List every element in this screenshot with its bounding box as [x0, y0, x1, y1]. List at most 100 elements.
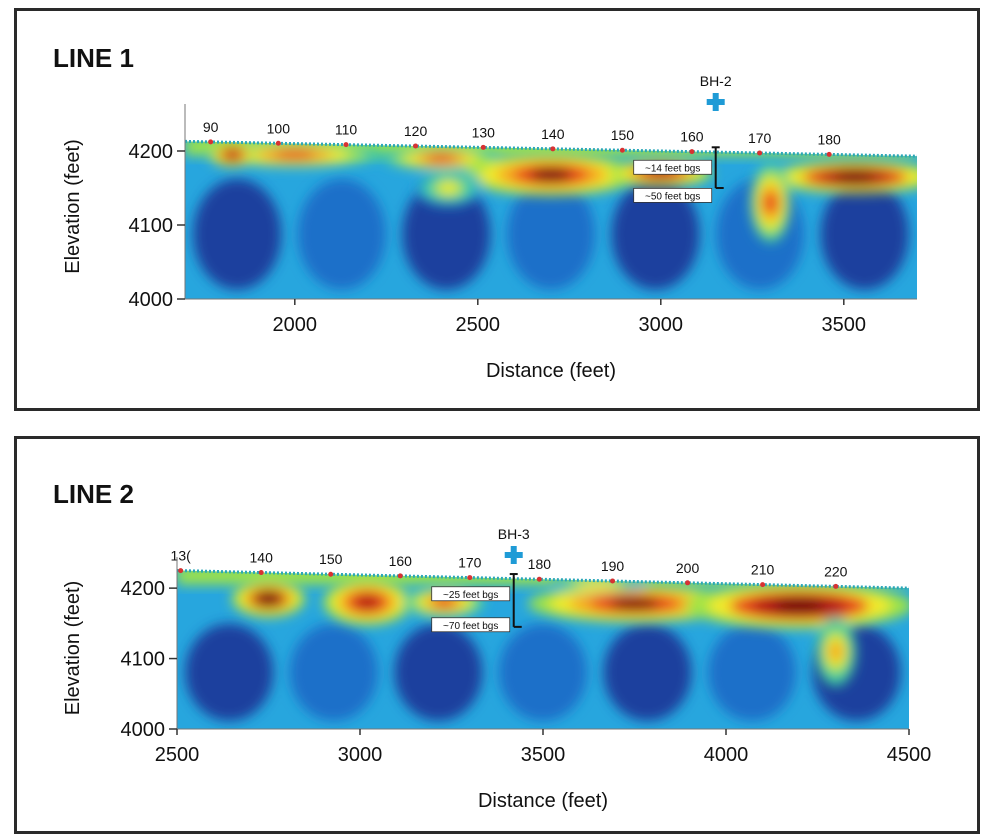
anomaly: [770, 160, 917, 194]
x-tick-label: 3500: [822, 314, 867, 336]
line-2-panel: LINE 2 13(140 150 160 170 180 190 200 210 220 BH-…: [14, 436, 980, 834]
station-label: 160: [389, 553, 413, 569]
anomaly-ring: [438, 182, 459, 194]
x-axis-label: Distance (feet): [478, 790, 608, 812]
station-label: 150: [319, 551, 343, 567]
low-resistivity-zone: [394, 623, 483, 721]
station-marker: [397, 573, 403, 579]
anomaly: [528, 585, 741, 623]
station-marker: [258, 570, 264, 576]
x-tick-label: 4000: [704, 744, 749, 766]
station-label: 100: [267, 120, 291, 136]
anomaly: [750, 162, 792, 243]
line-1-panel: LINE 1 90 100 110 120 130 140 150 160 170 180 BH-2…: [14, 8, 980, 411]
y-tick-label: 4000: [129, 289, 174, 311]
anomaly-ring: [834, 171, 875, 183]
station-marker: [760, 582, 766, 588]
station-marker: [826, 151, 832, 157]
y-axis-label: Elevation (feet): [62, 139, 84, 274]
low-resistivity-zone: [603, 623, 692, 721]
anomaly-ring: [773, 598, 826, 613]
anomaly: [382, 146, 501, 171]
station-marker: [343, 142, 349, 148]
station-marker: [178, 568, 184, 574]
station-label: 170: [748, 130, 772, 146]
station-marker: [833, 583, 839, 589]
station-marker: [467, 575, 473, 581]
line-2-chart: 13(140 150 160 170 180 190 200 210 220 BH-3 ~25 fe…: [62, 526, 932, 812]
y-tick-label: 4100: [121, 649, 166, 671]
low-resistivity-zone: [820, 178, 909, 290]
x-tick-label: 4500: [887, 744, 932, 766]
anomaly: [231, 580, 306, 618]
station-label: 190: [601, 558, 625, 574]
station-marker: [480, 144, 486, 150]
anomaly-ring: [585, 580, 611, 589]
resistivity-section: [177, 570, 909, 729]
annotation-text: ~14 feet bgs: [645, 163, 700, 174]
station-label: 210: [751, 562, 775, 578]
resistivity-section: [185, 141, 917, 299]
station-marker: [757, 150, 763, 156]
annotation-text: ~50 feet bgs: [645, 191, 700, 202]
low-resistivity-zone: [289, 623, 378, 721]
x-tick-label: 3000: [338, 744, 383, 766]
station-label: 130: [472, 124, 496, 140]
anomaly: [685, 583, 909, 629]
anomaly: [415, 170, 482, 206]
anomaly-ring: [828, 642, 844, 661]
borehole-cross-v: [510, 546, 517, 564]
anomaly: [815, 616, 857, 687]
low-resistivity-zone: [611, 178, 700, 290]
anomaly-ring: [224, 149, 241, 160]
borehole-label: BH-2: [700, 73, 732, 89]
station-marker: [275, 140, 281, 146]
low-resistivity-zone: [708, 623, 797, 721]
station-label: 140: [250, 550, 274, 566]
station-marker: [550, 146, 556, 152]
annotation-text: ~70 feet bgs: [443, 621, 498, 632]
station-marker: [208, 139, 214, 145]
low-resistivity-zone: [297, 178, 386, 290]
station-label: 180: [528, 556, 552, 572]
station-label: 13(: [171, 548, 192, 564]
station-label: 200: [676, 560, 700, 576]
station-label: 110: [335, 122, 358, 138]
anomaly: [462, 153, 640, 196]
low-resistivity-zone: [402, 178, 491, 290]
line-1-chart: 90 100 110 120 130 140 150 160 170 180 BH-2 ~14 fee…: [62, 73, 918, 382]
station-marker: [536, 576, 542, 582]
station-marker: [610, 578, 616, 584]
station-label: 90: [203, 119, 219, 135]
station-marker: [619, 147, 625, 153]
y-tick-label: 4000: [121, 719, 166, 741]
annotation-box: [633, 159, 713, 175]
panel-title: LINE 1: [53, 43, 134, 73]
station-marker: [328, 571, 334, 577]
x-axis-label: Distance (feet): [486, 360, 616, 382]
x-tick-label: 2500: [155, 744, 200, 766]
low-resistivity-zone: [507, 178, 595, 290]
annotation-box: [633, 187, 713, 203]
anomaly-ring: [355, 595, 380, 610]
anomaly-ring: [273, 149, 316, 160]
station-label: 160: [680, 129, 704, 145]
x-tick-label: 3500: [521, 744, 566, 766]
x-tick-label: 2500: [456, 314, 501, 336]
station-label: 180: [817, 131, 841, 147]
background-bands: [193, 178, 909, 290]
x-tick-label: 3000: [639, 314, 684, 336]
station-label: 140: [541, 126, 565, 142]
station-label: 150: [611, 127, 635, 143]
y-axis-label: Elevation (feet): [62, 581, 84, 716]
annotation-text: ~25 feet bgs: [443, 590, 498, 601]
anomaly: [210, 142, 255, 167]
anomaly-ring: [763, 192, 778, 214]
y-tick-label: 4100: [129, 215, 174, 237]
station-label: 120: [404, 123, 428, 139]
background-bands: [185, 623, 901, 721]
station-marker: [685, 580, 691, 586]
borehole-cross-v: [712, 93, 719, 111]
x-tick-label: 2000: [273, 314, 318, 336]
anomaly-ring: [610, 597, 659, 610]
